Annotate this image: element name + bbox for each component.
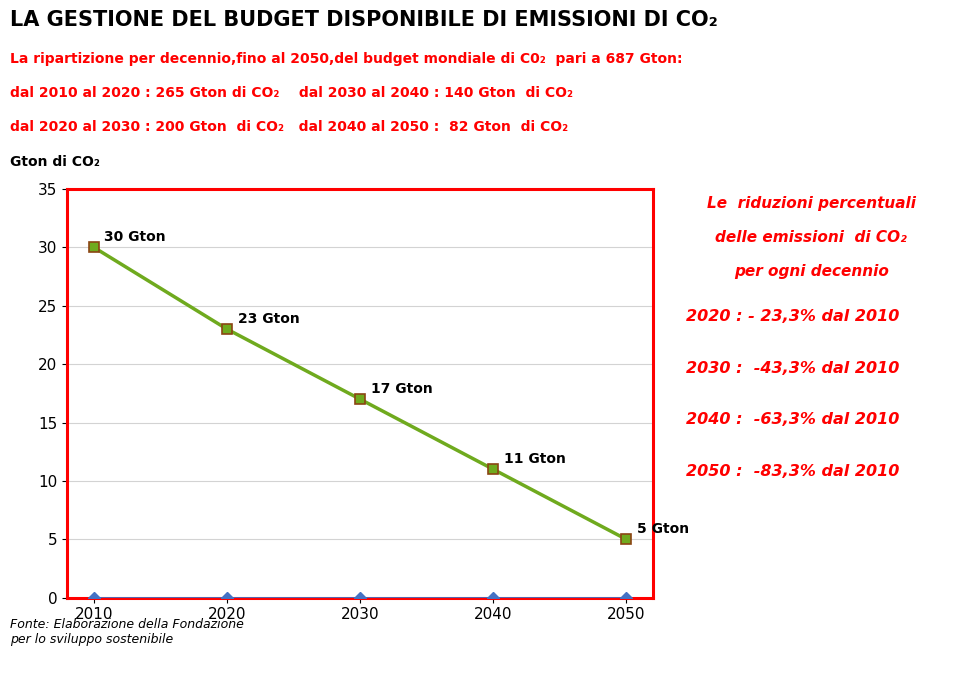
- Text: dal 2020 al 2030 : 200 Gton  di CO₂   dal 2040 al 2050 :  82 Gton  di CO₂: dal 2020 al 2030 : 200 Gton di CO₂ dal 2…: [10, 120, 567, 134]
- Text: 2040 :  -63,3% dal 2010: 2040 : -63,3% dal 2010: [686, 412, 900, 427]
- Text: 2030 :  -43,3% dal 2010: 2030 : -43,3% dal 2010: [686, 361, 900, 376]
- Text: 11 Gton: 11 Gton: [504, 452, 565, 466]
- Text: delle emissioni  di CO₂: delle emissioni di CO₂: [715, 230, 907, 245]
- Text: LA GESTIONE DEL BUDGET DISPONIBILE DI EMISSIONI DI CO₂: LA GESTIONE DEL BUDGET DISPONIBILE DI EM…: [10, 10, 717, 30]
- Text: per ogni decennio: per ogni decennio: [733, 264, 889, 280]
- Text: Fonte: Elaborazione della Fondazione
per lo sviluppo sostenibile: Fonte: Elaborazione della Fondazione per…: [10, 618, 244, 646]
- Text: 23 Gton: 23 Gton: [237, 312, 300, 326]
- Text: Gton di CO₂: Gton di CO₂: [10, 155, 100, 168]
- Text: 2020 : - 23,3% dal 2010: 2020 : - 23,3% dal 2010: [686, 309, 900, 324]
- Text: 2050 :  -83,3% dal 2010: 2050 : -83,3% dal 2010: [686, 464, 900, 479]
- Text: 17 Gton: 17 Gton: [371, 382, 432, 396]
- Text: 5 Gton: 5 Gton: [636, 522, 689, 536]
- Text: Le  riduzioni percentuali: Le riduzioni percentuali: [707, 196, 916, 211]
- Text: La ripartizione per decennio,fino al 2050,del budget mondiale di C0₂  pari a 687: La ripartizione per decennio,fino al 205…: [10, 52, 683, 65]
- Text: dal 2010 al 2020 : 265 Gton di CO₂    dal 2030 al 2040 : 140 Gton  di CO₂: dal 2010 al 2020 : 265 Gton di CO₂ dal 2…: [10, 86, 572, 100]
- Text: 30 Gton: 30 Gton: [105, 230, 166, 244]
